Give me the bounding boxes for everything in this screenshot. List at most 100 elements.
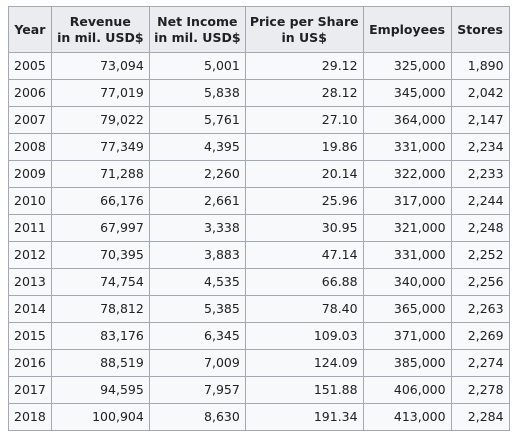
table-row: 2009 71,288 2,260 20.14 322,000 2,233 [8,160,510,188]
table-body: 2005 73,094 5,001 29.12 325,000 1,890 2006 77,0… [8,52,510,431]
cell-employees: 331,000 [362,241,452,269]
cell-stores: 2,269 [450,322,510,350]
cell-price-per-share: 109.03 [244,322,364,350]
table-row: 2016 88,519 7,009 124.09 385,000 2,274 [8,349,510,377]
cell-employees: 406,000 [362,376,452,404]
cell-stores: 2,256 [450,268,510,296]
cell-employees: 325,000 [362,52,452,80]
cell-net-income: 5,385 [148,295,246,323]
cell-net-income: 5,001 [148,52,246,80]
header-stores: Stores [450,6,510,53]
cell-net-income: 6,345 [148,322,246,350]
header-price-per-share: Price per Share in US$ [244,6,364,53]
header-year-label: Year [14,21,46,37]
cell-year: 2014 [8,295,52,323]
cell-year: 2005 [8,52,52,80]
header-stores-label: Stores [457,21,503,37]
cell-employees: 365,000 [362,295,452,323]
header-price-label: Price per Share [249,13,359,29]
table-row: 2008 77,349 4,395 19.86 331,000 2,234 [8,133,510,161]
cell-stores: 2,252 [450,241,510,269]
cell-price-per-share: 151.88 [244,376,364,404]
cell-employees: 321,000 [362,214,452,242]
cell-stores: 1,890 [450,52,510,80]
cell-net-income: 2,661 [148,187,246,215]
cell-stores: 2,147 [450,106,510,134]
cell-net-income: 2,260 [148,160,246,188]
cell-revenue: 88,519 [50,349,150,377]
cell-revenue: 77,019 [50,79,150,107]
cell-revenue: 100,904 [50,403,150,431]
cell-price-per-share: 20.14 [244,160,364,188]
cell-year: 2017 [8,376,52,404]
cell-net-income: 5,761 [148,106,246,134]
cell-stores: 2,244 [450,187,510,215]
cell-year: 2012 [8,241,52,269]
cell-revenue: 71,288 [50,160,150,188]
cell-net-income: 7,957 [148,376,246,404]
cell-employees: 345,000 [362,79,452,107]
cell-stores: 2,042 [450,79,510,107]
cell-stores: 2,278 [450,376,510,404]
cell-year: 2006 [8,79,52,107]
cell-revenue: 74,754 [50,268,150,296]
header-year: Year [8,6,52,53]
cell-employees: 322,000 [362,160,452,188]
cell-revenue: 70,395 [50,241,150,269]
cell-year: 2007 [8,106,52,134]
table-row: 2018 100,904 8,630 191.34 413,000 2,284 [8,403,510,431]
cell-price-per-share: 28.12 [244,79,364,107]
header-price-unit: in US$ [281,29,327,45]
cell-employees: 364,000 [362,106,452,134]
table-header-row: Year Revenue in mil. USD$ Net Income in … [8,6,510,53]
cell-stores: 2,234 [450,133,510,161]
cell-revenue: 66,176 [50,187,150,215]
header-net-income-unit: in mil. USD$ [154,29,241,45]
cell-year: 2016 [8,349,52,377]
cell-net-income: 8,630 [148,403,246,431]
cell-revenue: 79,022 [50,106,150,134]
header-revenue-label: Revenue [69,13,131,29]
cell-revenue: 83,176 [50,322,150,350]
table-row: 2005 73,094 5,001 29.12 325,000 1,890 [8,52,510,80]
cell-year: 2010 [8,187,52,215]
cell-employees: 385,000 [362,349,452,377]
cell-price-per-share: 47.14 [244,241,364,269]
table-row: 2007 79,022 5,761 27.10 364,000 2,147 [8,106,510,134]
cell-employees: 317,000 [362,187,452,215]
cell-employees: 340,000 [362,268,452,296]
cell-stores: 2,233 [450,160,510,188]
cell-employees: 371,000 [362,322,452,350]
cell-year: 2008 [8,133,52,161]
cell-stores: 2,263 [450,295,510,323]
cell-stores: 2,284 [450,403,510,431]
table-row: 2017 94,595 7,957 151.88 406,000 2,278 [8,376,510,404]
table-row: 2013 74,754 4,535 66.88 340,000 2,256 [8,268,510,296]
header-net-income-label: Net Income [157,13,238,29]
cell-net-income: 3,338 [148,214,246,242]
cell-price-per-share: 19.86 [244,133,364,161]
cell-year: 2013 [8,268,52,296]
cell-employees: 331,000 [362,133,452,161]
cell-price-per-share: 27.10 [244,106,364,134]
table-row: 2015 83,176 6,345 109.03 371,000 2,269 [8,322,510,350]
cell-price-per-share: 191.34 [244,403,364,431]
table-row: 2006 77,019 5,838 28.12 345,000 2,042 [8,79,510,107]
cell-year: 2009 [8,160,52,188]
header-revenue: Revenue in mil. USD$ [50,6,150,53]
cell-price-per-share: 78.40 [244,295,364,323]
header-employees-label: Employees [369,21,446,37]
financial-data-table: Year Revenue in mil. USD$ Net Income in … [8,6,510,431]
cell-net-income: 5,838 [148,79,246,107]
table-row: 2012 70,395 3,883 47.14 331,000 2,252 [8,241,510,269]
cell-price-per-share: 124.09 [244,349,364,377]
header-revenue-unit: in mil. USD$ [57,29,144,45]
table-container: Year Revenue in mil. USD$ Net Income in … [8,6,510,431]
cell-net-income: 4,395 [148,133,246,161]
header-net-income: Net Income in mil. USD$ [148,6,246,53]
table-row: 2014 78,812 5,385 78.40 365,000 2,263 [8,295,510,323]
cell-net-income: 7,009 [148,349,246,377]
cell-net-income: 4,535 [148,268,246,296]
cell-employees: 413,000 [362,403,452,431]
cell-price-per-share: 66.88 [244,268,364,296]
